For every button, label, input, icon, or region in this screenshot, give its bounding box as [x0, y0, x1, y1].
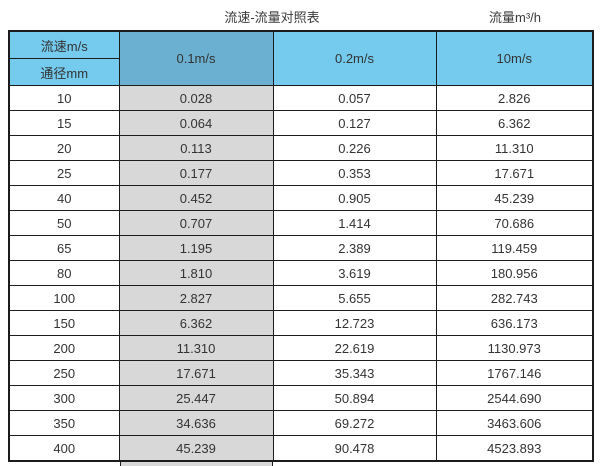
- data-cell: 119.459: [435, 235, 594, 261]
- row-header-cell: 200: [8, 335, 120, 361]
- header-row-top: 流速m/s 0.1m/s 0.2m/s 10m/s: [8, 30, 594, 86]
- data-cell: 70.686: [435, 210, 594, 236]
- corner-cell-velocity: 流速m/s: [8, 30, 120, 59]
- data-cell: 0.057: [272, 85, 437, 111]
- corner-cell-diameter: 通径mm: [8, 58, 120, 86]
- table-row: 40 0.452 0.905 45.239: [8, 185, 594, 211]
- data-cell: 45.239: [435, 185, 594, 211]
- row-header-cell: 65: [8, 235, 120, 261]
- page-title: 流速-流量对照表: [224, 10, 320, 25]
- table-row: 300 25.447 50.894 2544.690: [8, 385, 594, 411]
- data-cell: 12.723: [272, 310, 437, 336]
- table-row: 200 11.310 22.619 1130.973: [8, 335, 594, 361]
- data-cell: 0.064: [118, 110, 274, 136]
- data-cell: 2.827: [118, 285, 274, 311]
- column-header-10ms: 10m/s: [435, 30, 594, 86]
- table-row: 250 17.671 35.343 1767.146: [8, 360, 594, 386]
- table-row: 350 34.636 69.272 3463.606: [8, 410, 594, 436]
- data-cell: 1767.146: [435, 360, 594, 386]
- data-cell: 11.310: [435, 135, 594, 161]
- data-cell: 0.353: [272, 160, 437, 186]
- data-cell: 3.619: [272, 260, 437, 286]
- row-header-cell: 300: [8, 385, 120, 411]
- data-cell: 6.362: [118, 310, 274, 336]
- column-header-0.2ms: 0.2m/s: [272, 30, 437, 86]
- flow-unit-label: 流量m³/h: [488, 10, 542, 25]
- data-cell: 1.810: [118, 260, 274, 286]
- table-row: 100 2.827 5.655 282.743: [8, 285, 594, 311]
- row-header-cell: 50: [8, 210, 120, 236]
- title-bar: 流速-流量对照表 流量m³/h: [0, 0, 600, 30]
- table-row: 25 0.177 0.353 17.671: [8, 160, 594, 186]
- table-row: 50 0.707 1.414 70.686: [8, 210, 594, 236]
- data-cell: 17.671: [435, 160, 594, 186]
- data-cell: 0.028: [118, 85, 274, 111]
- data-cell: 0.177: [118, 160, 274, 186]
- table-row: 400 45.239 90.478 4523.893: [8, 435, 594, 462]
- table-row: 20 0.113 0.226 11.310: [8, 135, 594, 161]
- data-cell: 17.671: [118, 360, 274, 386]
- data-cell: 2544.690: [435, 385, 594, 411]
- row-header-cell: 400: [8, 435, 120, 462]
- data-cell: 90.478: [272, 435, 437, 462]
- table-row: 150 6.362 12.723 636.173: [8, 310, 594, 336]
- data-cell: 0.905: [272, 185, 437, 211]
- row-header-cell: 10: [8, 85, 120, 111]
- data-cell: 69.272: [272, 410, 437, 436]
- data-cell: 35.343: [272, 360, 437, 386]
- data-cell: 0.226: [272, 135, 437, 161]
- data-cell: 1.195: [118, 235, 274, 261]
- highlight-column-overhang: [120, 462, 273, 466]
- data-cell: 5.655: [272, 285, 437, 311]
- table-row: 10 0.028 0.057 2.826: [8, 85, 594, 111]
- data-cell: 3463.606: [435, 410, 594, 436]
- data-cell: 282.743: [435, 285, 594, 311]
- row-header-cell: 15: [8, 110, 120, 136]
- data-cell: 0.127: [272, 110, 437, 136]
- row-header-cell: 150: [8, 310, 120, 336]
- row-header-cell: 25: [8, 160, 120, 186]
- row-header-cell: 40: [8, 185, 120, 211]
- data-cell: 34.636: [118, 410, 274, 436]
- header-row-bottom: 通径mm: [8, 58, 593, 86]
- data-cell: 636.173: [435, 310, 594, 336]
- row-header-cell: 100: [8, 285, 120, 311]
- row-header-cell: 20: [8, 135, 120, 161]
- data-cell: 0.452: [118, 185, 274, 211]
- table-row: 15 0.064 0.127 6.362: [8, 110, 594, 136]
- flow-velocity-table: 流速m/s 0.1m/s 0.2m/s 10m/s 通径mm 10 0.028 …: [8, 30, 594, 462]
- data-cell: 45.239: [118, 435, 274, 462]
- data-cell: 0.707: [118, 210, 274, 236]
- row-header-cell: 80: [8, 260, 120, 286]
- data-cell: 11.310: [118, 335, 274, 361]
- data-cell: 2.389: [272, 235, 437, 261]
- data-cell: 4523.893: [435, 435, 594, 462]
- data-cell: 1130.973: [435, 335, 594, 361]
- row-header-cell: 350: [8, 410, 120, 436]
- data-cell: 25.447: [118, 385, 274, 411]
- data-cell: 180.956: [435, 260, 594, 286]
- data-cell: 2.826: [435, 85, 594, 111]
- data-cell: 22.619: [272, 335, 437, 361]
- data-cell: 50.894: [272, 385, 437, 411]
- data-cell: 0.113: [118, 135, 274, 161]
- data-cell: 1.414: [272, 210, 437, 236]
- table-row: 80 1.810 3.619 180.956: [8, 260, 594, 286]
- column-header-0.1ms: 0.1m/s: [118, 30, 274, 86]
- row-header-cell: 250: [8, 360, 120, 386]
- data-cell: 6.362: [435, 110, 594, 136]
- table-row: 65 1.195 2.389 119.459: [8, 235, 594, 261]
